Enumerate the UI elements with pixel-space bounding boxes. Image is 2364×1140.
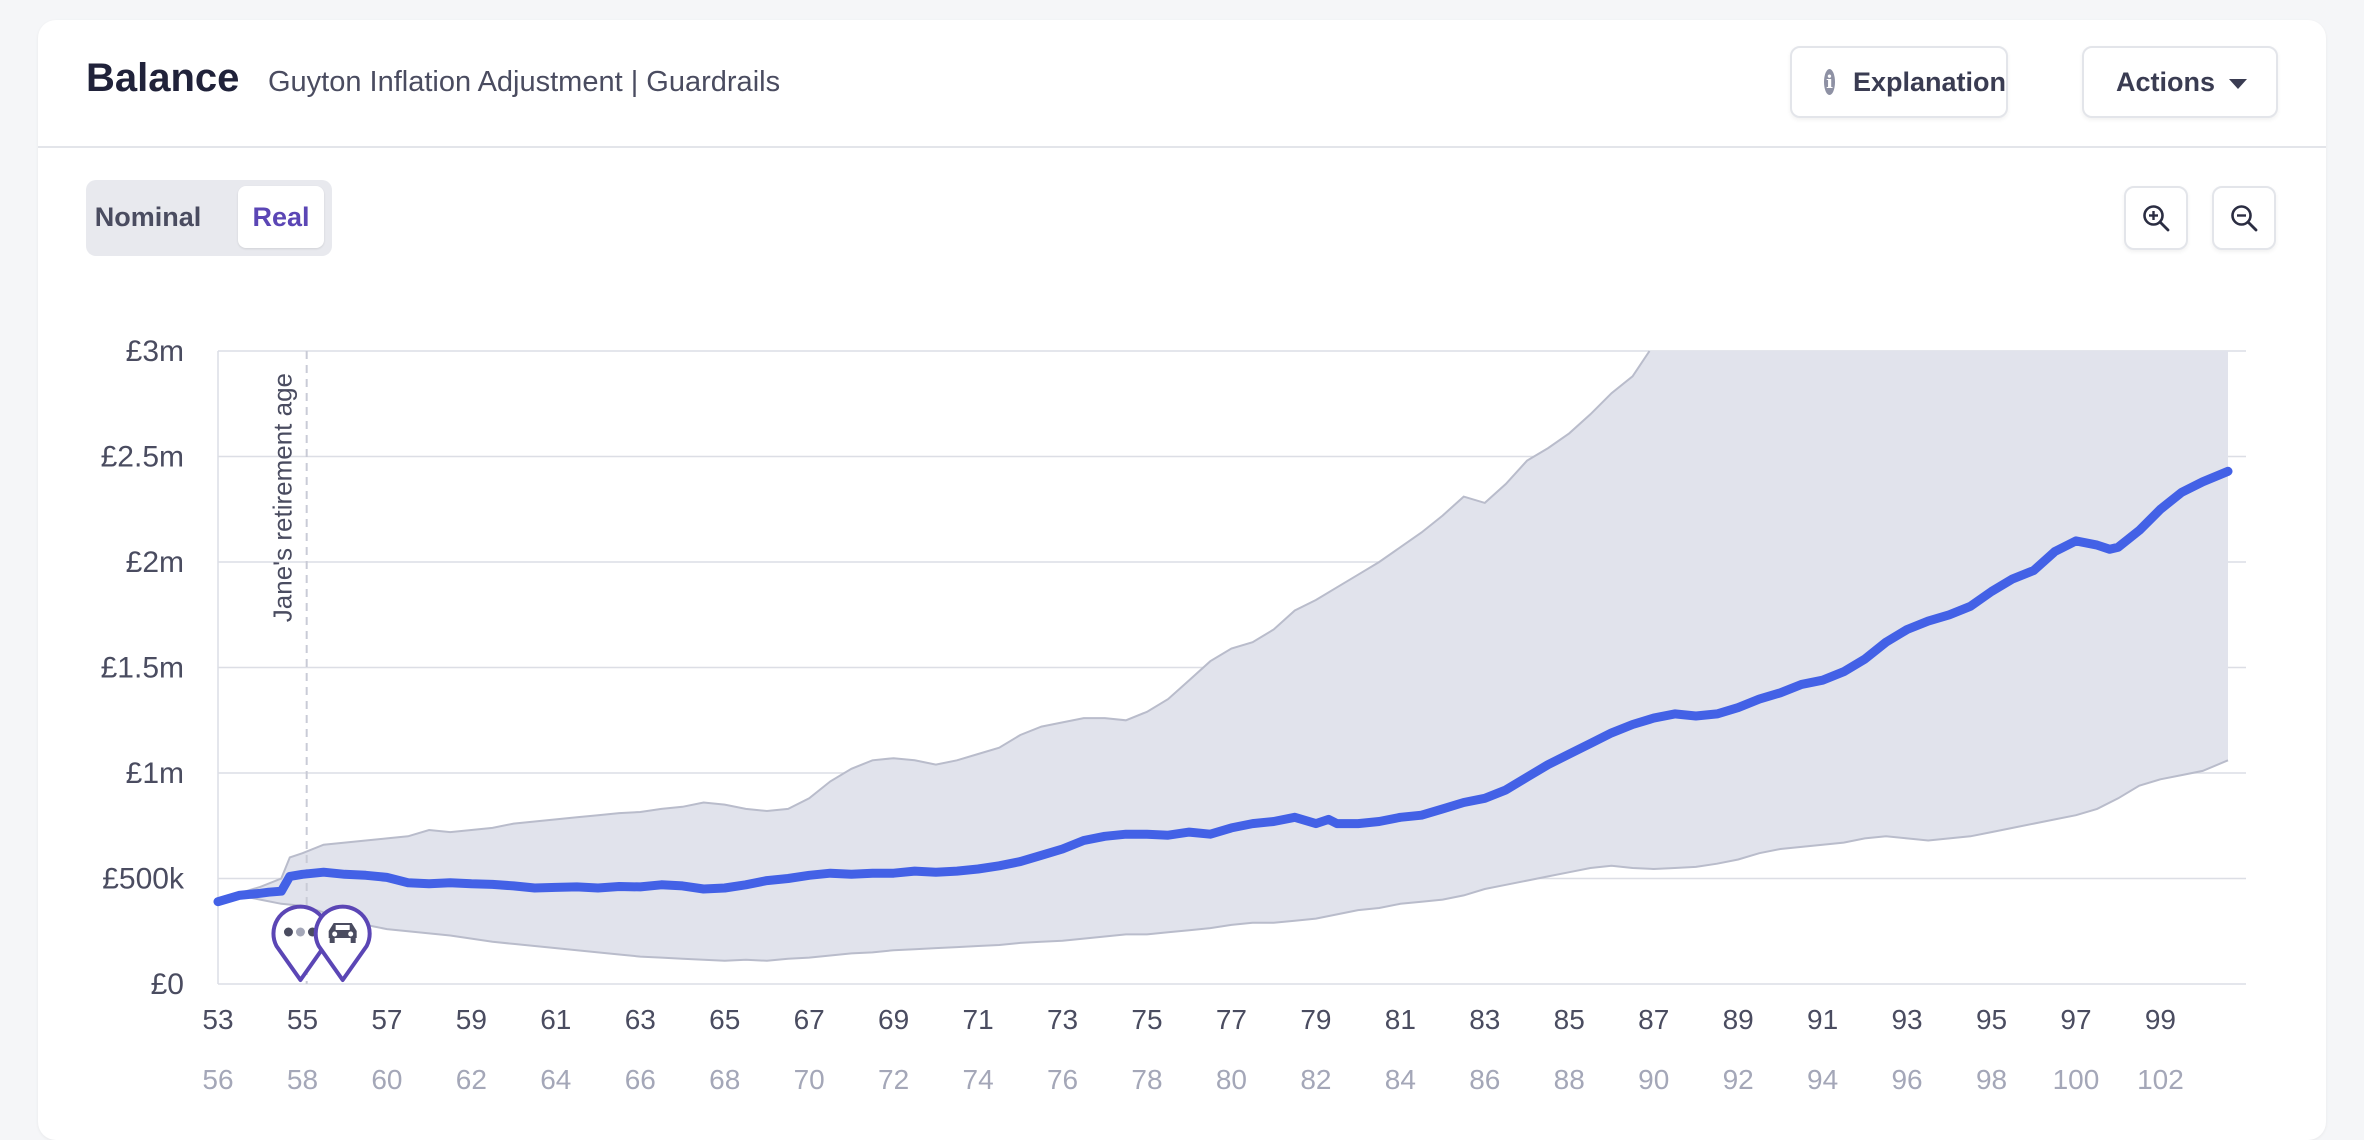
- x-secondary-tick-label: 96: [1891, 1064, 1922, 1095]
- explanation-label: Explanation: [1852, 66, 2006, 97]
- info-icon: i: [1824, 69, 1835, 95]
- x-axis-age: 53 55 57 59 61 63 65 67 69 71 73 75 77 79 81 83 85 87 89 91…: [202, 1004, 2176, 1035]
- x-secondary-tick-label: 74: [963, 1064, 994, 1095]
- y-axis: £0 £500k £1m £1.5m £2m £2.5m £3m: [101, 335, 185, 1001]
- x-tick-label: 71: [963, 1004, 994, 1035]
- page-title: Balance: [86, 56, 240, 100]
- x-tick-label: 55: [287, 1004, 318, 1035]
- median-balance-line: [213, 466, 2233, 907]
- y-tick-label: £2m: [126, 546, 184, 579]
- zoom-out-button[interactable]: [2212, 186, 2276, 250]
- x-tick-label: 97: [2060, 1004, 2091, 1035]
- y-tick-label: £2.5m: [101, 441, 184, 474]
- x-tick-label: 53: [202, 1004, 233, 1035]
- x-secondary-tick-label: 90: [1638, 1064, 1669, 1095]
- toggle-nominal[interactable]: Nominal: [94, 202, 202, 232]
- x-secondary-tick-label: 78: [1131, 1064, 1162, 1095]
- toggle-real[interactable]: Real: [238, 186, 324, 248]
- x-tick-label: 89: [1723, 1004, 1754, 1035]
- value-mode-toggle: Nominal Real: [86, 180, 332, 256]
- x-secondary-tick-label: 64: [540, 1064, 571, 1095]
- x-tick-label: 65: [709, 1004, 740, 1035]
- x-secondary-tick-label: 88: [1554, 1064, 1585, 1095]
- actions-button[interactable]: Actions: [2082, 46, 2278, 118]
- x-secondary-tick-label: 102: [2137, 1064, 2184, 1095]
- x-tick-label: 73: [1047, 1004, 1078, 1035]
- x-tick-label: 77: [1216, 1004, 1247, 1035]
- explanation-button[interactable]: i Explanation: [1790, 46, 2008, 118]
- card-header: Balance Guyton Inflation Adjustment | Gu…: [38, 20, 2326, 148]
- x-tick-label: 81: [1385, 1004, 1416, 1035]
- x-secondary-tick-label: 76: [1047, 1064, 1078, 1095]
- caret-down-icon: [2229, 79, 2248, 89]
- x-secondary-tick-label: 68: [709, 1064, 740, 1095]
- x-secondary-tick-label: 100: [2053, 1064, 2100, 1095]
- x-secondary-tick-label: 66: [625, 1064, 656, 1095]
- x-secondary-tick-label: 82: [1300, 1064, 1331, 1095]
- car-icon: [328, 923, 357, 943]
- x-secondary-tick-label: 58: [287, 1064, 318, 1095]
- x-secondary-tick-label: 86: [1469, 1064, 1500, 1095]
- x-tick-label: 93: [1891, 1004, 1922, 1035]
- x-tick-label: 69: [878, 1004, 909, 1035]
- x-secondary-tick-label: 94: [1807, 1064, 1838, 1095]
- event-pin[interactable]: [313, 904, 372, 982]
- strategy-subtitle: Guyton Inflation Adjustment | Guardrails: [268, 66, 781, 98]
- retirement-age-label: Jane's retirement age: [268, 373, 298, 622]
- x-axis-partner-age: 56 58 60 62 64 66 68 70 72 74 76 78 80 82 84 86 88 90 92 94…: [202, 1064, 2183, 1095]
- band-lower-edge: [217, 759, 2229, 962]
- x-tick-label: 79: [1300, 1004, 1331, 1035]
- x-tick-label: 75: [1131, 1004, 1162, 1035]
- x-secondary-tick-label: 70: [794, 1064, 825, 1095]
- zoom-out-icon: [2231, 205, 2258, 232]
- x-secondary-tick-label: 60: [371, 1064, 402, 1095]
- x-secondary-tick-label: 98: [1976, 1064, 2007, 1095]
- y-tick-label: £1.5m: [101, 652, 184, 685]
- x-tick-label: 91: [1807, 1004, 1838, 1035]
- projection-range-band: [218, 351, 2228, 961]
- x-tick-label: 57: [371, 1004, 402, 1035]
- x-tick-label: 61: [540, 1004, 571, 1035]
- actions-label: Actions: [2116, 66, 2216, 97]
- x-tick-label: 95: [1976, 1004, 2007, 1035]
- y-tick-label: £1m: [126, 757, 184, 790]
- event-pins: [271, 904, 372, 982]
- y-tick-label: £3m: [126, 335, 184, 368]
- x-secondary-tick-label: 62: [456, 1064, 487, 1095]
- x-tick-label: 59: [456, 1004, 487, 1035]
- x-tick-label: 67: [794, 1004, 825, 1035]
- ellipsis-icon: [283, 927, 317, 937]
- x-tick-label: 99: [2145, 1004, 2176, 1035]
- x-tick-label: 85: [1554, 1004, 1585, 1035]
- x-secondary-tick-label: 92: [1723, 1064, 1754, 1095]
- zoom-in-button[interactable]: [2124, 186, 2188, 250]
- x-tick-label: 63: [625, 1004, 656, 1035]
- zoom-in-icon: [2143, 205, 2170, 232]
- band-upper-edge: [217, 350, 1651, 903]
- x-secondary-tick-label: 72: [878, 1064, 909, 1095]
- y-tick-label: £0: [151, 968, 184, 1001]
- x-secondary-tick-label: 84: [1385, 1064, 1416, 1095]
- y-tick-label: £500k: [102, 863, 185, 896]
- x-tick-label: 87: [1638, 1004, 1669, 1035]
- x-tick-label: 83: [1469, 1004, 1500, 1035]
- x-secondary-tick-label: 80: [1216, 1064, 1247, 1095]
- x-secondary-tick-label: 56: [202, 1064, 233, 1095]
